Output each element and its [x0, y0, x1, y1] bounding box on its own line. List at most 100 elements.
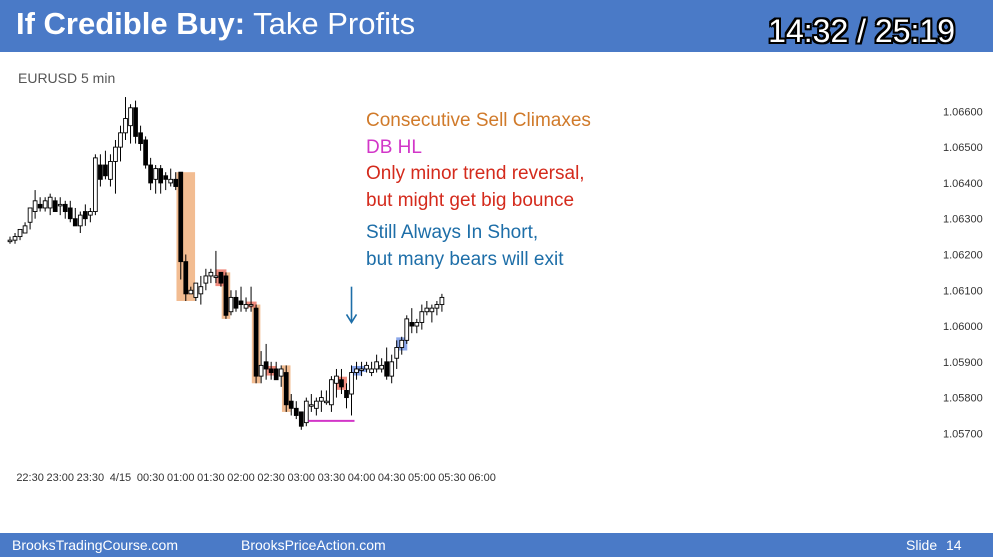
candle-bull	[77, 214, 83, 227]
candle-bull	[188, 289, 194, 295]
y-tick-label: 1.06100	[943, 285, 983, 297]
candle-bear	[67, 207, 73, 220]
note-always-in-short: Still Always In Short,	[366, 222, 539, 243]
candle-bull	[57, 203, 63, 207]
candle-bear	[158, 168, 164, 184]
candle-bull	[308, 404, 314, 407]
x-tick-label: 01:00	[167, 472, 195, 484]
candle-bull	[429, 307, 435, 313]
x-tick-label: 4/15	[110, 472, 131, 484]
x-tick-label: 03:30	[318, 472, 346, 484]
candle-bull	[394, 347, 400, 359]
note-big-bounce: but might get big bounce	[366, 189, 575, 211]
slide-title-rest: Take Profits	[245, 6, 416, 41]
candle-bear	[218, 271, 224, 284]
candle-bear	[298, 411, 304, 427]
candle-bull	[87, 211, 93, 216]
candle-bear	[263, 361, 269, 370]
candle-bull	[32, 200, 38, 212]
candle-bull	[93, 157, 98, 212]
candle-bull	[434, 304, 440, 309]
y-tick-label: 1.05900	[943, 357, 983, 369]
candle-bull	[439, 296, 445, 306]
candle-bear	[268, 368, 274, 374]
candle-bull	[258, 364, 264, 377]
candle-bull	[424, 307, 430, 313]
note-db-hl: DB HL	[366, 136, 422, 158]
note-minor-reversal: Only minor trend reversal,	[366, 163, 585, 184]
candle-bull	[334, 375, 339, 384]
y-tick-label: 1.06200	[943, 249, 983, 261]
candle-bear	[72, 218, 78, 227]
candle-bull	[42, 200, 48, 209]
candle-bear	[283, 372, 289, 406]
candle-bull	[203, 275, 209, 284]
candle-bull	[329, 379, 334, 406]
candle-bull	[17, 228, 23, 238]
candle-bull	[113, 146, 118, 162]
y-tick-label: 1.05700	[943, 428, 983, 440]
candle-bear	[288, 400, 294, 409]
candle-bear	[339, 379, 344, 388]
candle-bear	[148, 164, 153, 184]
candle-bear	[52, 200, 58, 212]
candle-bull	[419, 311, 425, 323]
candle-bear	[233, 296, 239, 309]
x-tick-label: 22:30	[16, 472, 44, 484]
candle-bull	[243, 304, 249, 309]
candle-bear	[37, 203, 43, 209]
candle-bull	[123, 118, 128, 134]
candle-bull	[208, 271, 214, 277]
symbol-label: EURUSD 5 min	[18, 70, 116, 86]
candle-bear	[163, 175, 169, 180]
candle-bear	[344, 389, 349, 399]
candle-bull	[22, 225, 28, 234]
candle-bull	[313, 400, 319, 409]
candle-bear	[178, 171, 184, 263]
candle-bull	[248, 304, 254, 307]
y-tick-label: 1.06300	[943, 214, 983, 226]
note-sell-climaxes: Consecutive Sell Climaxes	[366, 110, 591, 131]
x-tick-label: 04:30	[378, 472, 406, 484]
candle-bull	[404, 318, 410, 341]
candle-bull	[198, 286, 204, 295]
candle-bull	[349, 372, 354, 395]
x-tick-label: 03:00	[288, 472, 316, 484]
candle-bear	[173, 178, 179, 187]
candle-bull	[168, 178, 174, 184]
candle-bull	[108, 160, 113, 180]
candle-bear	[223, 275, 229, 316]
candle-bear	[133, 107, 138, 137]
candle-bull	[379, 364, 385, 370]
footer-site-course: BrooksTradingCourse.com	[12, 537, 178, 553]
candle-bull	[228, 296, 234, 313]
x-tick-label: 01:30	[197, 472, 225, 484]
x-tick-label: 02:00	[227, 472, 255, 484]
footer-slide-number: 14	[946, 537, 962, 553]
candle-bull	[153, 168, 159, 180]
annotation-block: Consecutive Sell Climaxes DB HL Only min…	[366, 108, 591, 273]
candle-bear	[293, 407, 299, 416]
candle-bull	[213, 275, 219, 278]
candle-bull	[303, 400, 309, 424]
candle-bull	[399, 339, 405, 348]
candle-bull	[359, 368, 364, 371]
x-tick-label: 02:30	[257, 472, 285, 484]
y-tick-label: 1.06600	[943, 106, 983, 118]
candle-bear	[409, 322, 415, 327]
candle-bear	[273, 368, 279, 381]
slide-header: If Credible Buy: Take Profits 14:32 / 25…	[0, 0, 993, 52]
x-tick-label: 23:00	[46, 472, 74, 484]
candle-bear	[238, 300, 244, 306]
candle-bear	[62, 203, 68, 212]
video-timer: 14:32 / 25:19	[768, 13, 955, 49]
x-tick-label: 05:30	[438, 472, 466, 484]
x-tick-label: 04:00	[348, 472, 376, 484]
candle-bear	[183, 261, 189, 295]
candle-bull	[7, 239, 13, 243]
candle-bull	[324, 400, 329, 404]
candle-bear	[82, 211, 88, 220]
candle-bull	[364, 364, 369, 370]
x-tick-label: 05:00	[408, 472, 436, 484]
candle-bear	[98, 164, 103, 180]
